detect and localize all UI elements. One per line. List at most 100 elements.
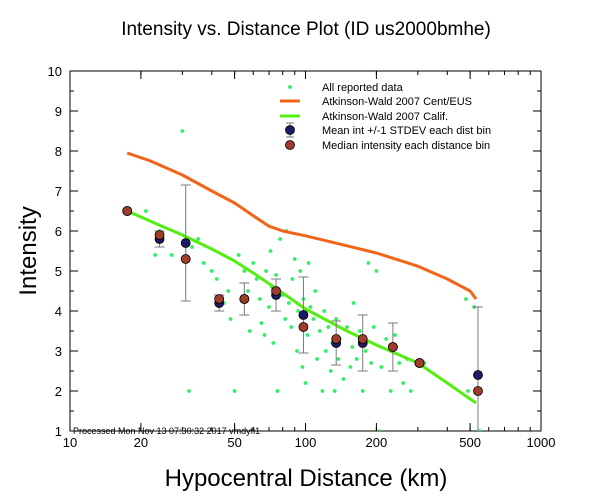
reported-data-point	[369, 361, 374, 365]
legend-label: Atkinson-Wald 2007 Cent/EUS	[322, 96, 472, 108]
reported-data-point	[286, 301, 291, 305]
reported-data-point	[388, 389, 393, 393]
y-tick-label: 7	[55, 184, 62, 199]
reported-data-point	[322, 309, 327, 313]
y-tick-label: 6	[55, 224, 62, 239]
reported-data-point	[267, 305, 271, 309]
reported-data-point	[300, 365, 305, 369]
x-tick-label: 500	[459, 435, 481, 450]
median-intensity-marker	[271, 286, 281, 296]
legend-symbol-mean	[285, 125, 295, 135]
reported-data-point	[274, 273, 278, 277]
reported-data-point	[196, 237, 201, 241]
x-tick-label: 100	[295, 435, 317, 450]
reported-data-point	[341, 377, 346, 381]
reported-data-point	[247, 329, 252, 333]
reported-data-point	[271, 341, 276, 345]
reported-data-point	[254, 277, 259, 281]
reported-data-point	[363, 349, 368, 353]
y-tick-label: 1	[55, 424, 62, 439]
reported-data-point	[466, 389, 470, 393]
reported-data-point	[313, 289, 318, 293]
calif-curve	[126, 209, 477, 405]
legend-label: Median intensity each distance bin	[322, 140, 490, 152]
reported-data-point	[311, 317, 316, 321]
mean-intensity-marker	[180, 238, 191, 248]
reported-data-point	[464, 297, 468, 301]
y-tick-label: 8	[55, 144, 62, 159]
reported-data-point	[308, 305, 313, 309]
reported-data-point	[377, 429, 381, 431]
y-tick-label: 4	[55, 304, 62, 319]
reported-data-point	[379, 365, 384, 369]
reported-data-point	[408, 389, 413, 393]
median-intensity-marker	[122, 206, 133, 216]
reported-data-point	[246, 289, 250, 293]
median-intensity-marker	[387, 342, 398, 352]
processed-footer: Processed Mon Nov 13 07:30:32 2017 vmdyf…	[73, 426, 260, 436]
reported-data-point	[323, 349, 328, 353]
median-intensity-marker	[473, 386, 483, 396]
y-tick-label: 3	[55, 344, 62, 359]
reported-data-point	[295, 349, 299, 353]
reported-data-point	[201, 261, 206, 265]
legend-label: All reported data	[322, 82, 404, 94]
chart-title: Intensity vs. Distance Plot (ID us2000bm…	[121, 19, 491, 40]
plot-data	[122, 129, 483, 431]
y-tick-label: 5	[55, 264, 62, 279]
mean-intensity-marker	[298, 310, 309, 320]
legend-symbol-median	[285, 140, 295, 150]
median-intensity-marker	[414, 358, 425, 368]
reported-data-point	[232, 389, 237, 393]
reported-data-point	[296, 309, 300, 313]
median-intensity-marker	[239, 294, 250, 304]
reported-data-point	[348, 365, 353, 369]
reported-data-point	[360, 389, 365, 393]
reported-data-point	[251, 261, 256, 265]
reported-data-point	[306, 261, 311, 265]
reported-data-point	[303, 381, 308, 385]
reported-data-point	[209, 269, 214, 273]
reported-data-point	[345, 325, 349, 329]
y-axis-label: Intensity	[15, 206, 42, 295]
reported-data-point	[153, 253, 158, 257]
reported-data-point	[336, 357, 341, 361]
y-tick-label: 10	[48, 64, 62, 79]
median-intensity-marker	[331, 334, 342, 344]
mean-intensity-marker	[473, 370, 483, 380]
reported-data-point	[262, 333, 267, 337]
reported-data-point	[350, 345, 355, 349]
reported-data-point	[477, 429, 482, 431]
reported-data-point	[401, 381, 406, 385]
reported-data-point	[332, 389, 337, 393]
legend-label: Atkinson-Wald 2007 Calif.	[322, 111, 448, 123]
reported-data-point	[143, 209, 148, 213]
reported-data-point	[393, 333, 397, 337]
legend-label: Mean int +/-1 STDEV each dist bin	[322, 125, 491, 137]
median-intensity-marker	[154, 230, 165, 240]
x-tick-label: 50	[227, 435, 241, 450]
reported-data-point	[354, 357, 359, 361]
reported-data-point	[264, 269, 268, 273]
reported-data-point	[289, 325, 294, 329]
reported-data-point	[384, 337, 389, 341]
reported-data-point	[257, 297, 262, 301]
x-axis-label: Hypocentral Distance (km)	[165, 465, 448, 492]
reported-data-point	[226, 289, 231, 293]
axes: 10 20 50 100 200 500 1000 1 2 3 4 5 6 7 8 9 10	[48, 64, 556, 450]
reported-data-point	[236, 253, 241, 257]
reported-data-point	[214, 277, 219, 281]
reported-data-point	[278, 237, 282, 241]
reported-data-point	[292, 257, 297, 261]
reported-data-point	[187, 389, 191, 393]
reported-data-point	[315, 357, 319, 361]
reported-data-point	[242, 269, 247, 273]
reported-data-point	[374, 269, 379, 273]
median-intensity-marker	[298, 322, 309, 332]
reported-data-point	[334, 317, 339, 321]
reported-data-point	[371, 325, 376, 329]
reported-data-point	[228, 317, 233, 321]
reported-data-point	[268, 249, 273, 253]
y-tick-label: 9	[55, 104, 62, 119]
